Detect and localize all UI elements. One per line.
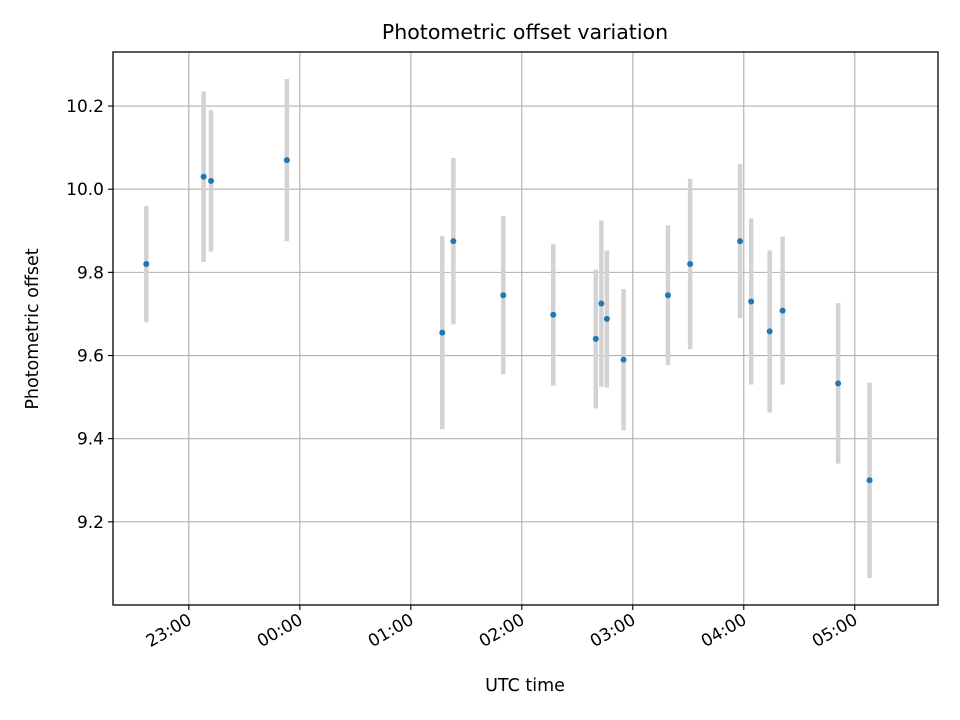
data-point [866,477,873,484]
data-point [550,311,557,318]
data-point [143,261,150,268]
y-tick-label: 9.4 [77,430,104,450]
y-axis-label: Photometric offset [23,248,43,409]
data-point [439,329,446,336]
data-point [620,356,627,363]
y-tick-label: 9.6 [77,347,104,367]
data-point [208,177,215,184]
data-point [200,173,207,180]
data-point [687,261,694,268]
y-tick-label: 9.2 [77,513,104,533]
data-point [779,307,786,314]
data-point [664,292,671,299]
y-tick-label: 10.0 [66,180,104,200]
grid [113,52,938,605]
y-axis-ticks: 9.2 9.4 9.6 9.8 10.0 10.2 [66,97,113,533]
plot-frame [112,51,939,606]
data-point [283,157,290,164]
data-point [748,298,755,305]
data-point [592,335,599,342]
data-point [603,315,610,322]
data-point [450,238,457,245]
data-point [766,328,773,335]
data-point [598,300,605,307]
chart-title: Photometric offset variation [382,20,668,44]
x-axis-label: UTC time [485,676,565,696]
y-tick-label: 10.2 [66,97,104,117]
data-point [500,292,507,299]
markers [143,157,873,484]
data-point [737,238,744,245]
data-point [835,380,842,387]
y-tick-label: 9.8 [77,263,104,283]
